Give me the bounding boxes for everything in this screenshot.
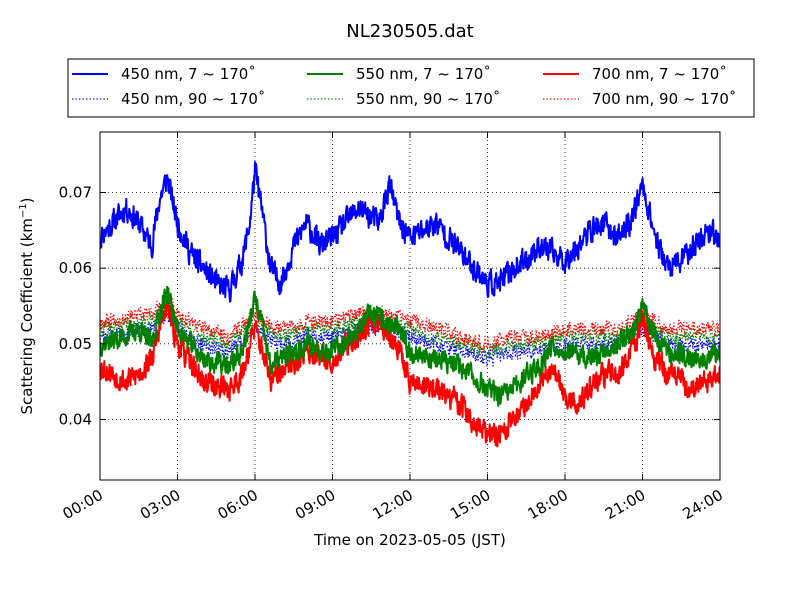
y-tick-label: 0.07	[59, 184, 92, 202]
legend-label: 700 nm, 7 ~ 170˚	[592, 65, 727, 83]
legend: 450 nm, 7 ~ 170˚ 450 nm, 90 ~ 170˚ 550 nm,…	[67, 58, 755, 118]
chart-title: NL230505.dat	[346, 21, 473, 42]
legend-label: 450 nm, 90 ~ 170˚	[121, 90, 265, 108]
series-layer	[100, 161, 720, 448]
y-tick-label: 0.06	[59, 259, 92, 277]
y-axis-label-exponent: −1	[18, 203, 29, 218]
y-axis-label-text: Scattering Coefficient (km	[18, 218, 36, 414]
series-line-4	[100, 297, 720, 448]
legend-box	[67, 58, 755, 118]
legend-items: 450 nm, 7 ~ 170˚ 450 nm, 90 ~ 170˚ 550 nm,…	[72, 65, 736, 108]
legend-label: 450 nm, 7 ~ 170˚	[121, 65, 256, 83]
y-tick-label: 0.04	[59, 410, 92, 428]
series-line-2	[100, 285, 720, 407]
series-line-5	[100, 292, 720, 353]
y-axis-label: Scattering Coefficient (km−1)	[18, 197, 36, 414]
legend-label: 550 nm, 90 ~ 170˚	[356, 90, 500, 108]
y-axis-label-close: )	[18, 197, 36, 203]
series-line-0	[100, 161, 720, 303]
y-axis: 0.04 0.05 0.06 0.07	[59, 184, 720, 428]
legend-label: 700 nm, 90 ~ 170˚	[592, 90, 736, 108]
legend-label: 550 nm, 7 ~ 170˚	[356, 65, 491, 83]
y-tick-label: 0.05	[59, 335, 92, 353]
x-axis-label: Time on 2023-05-05 (JST)	[313, 531, 506, 549]
